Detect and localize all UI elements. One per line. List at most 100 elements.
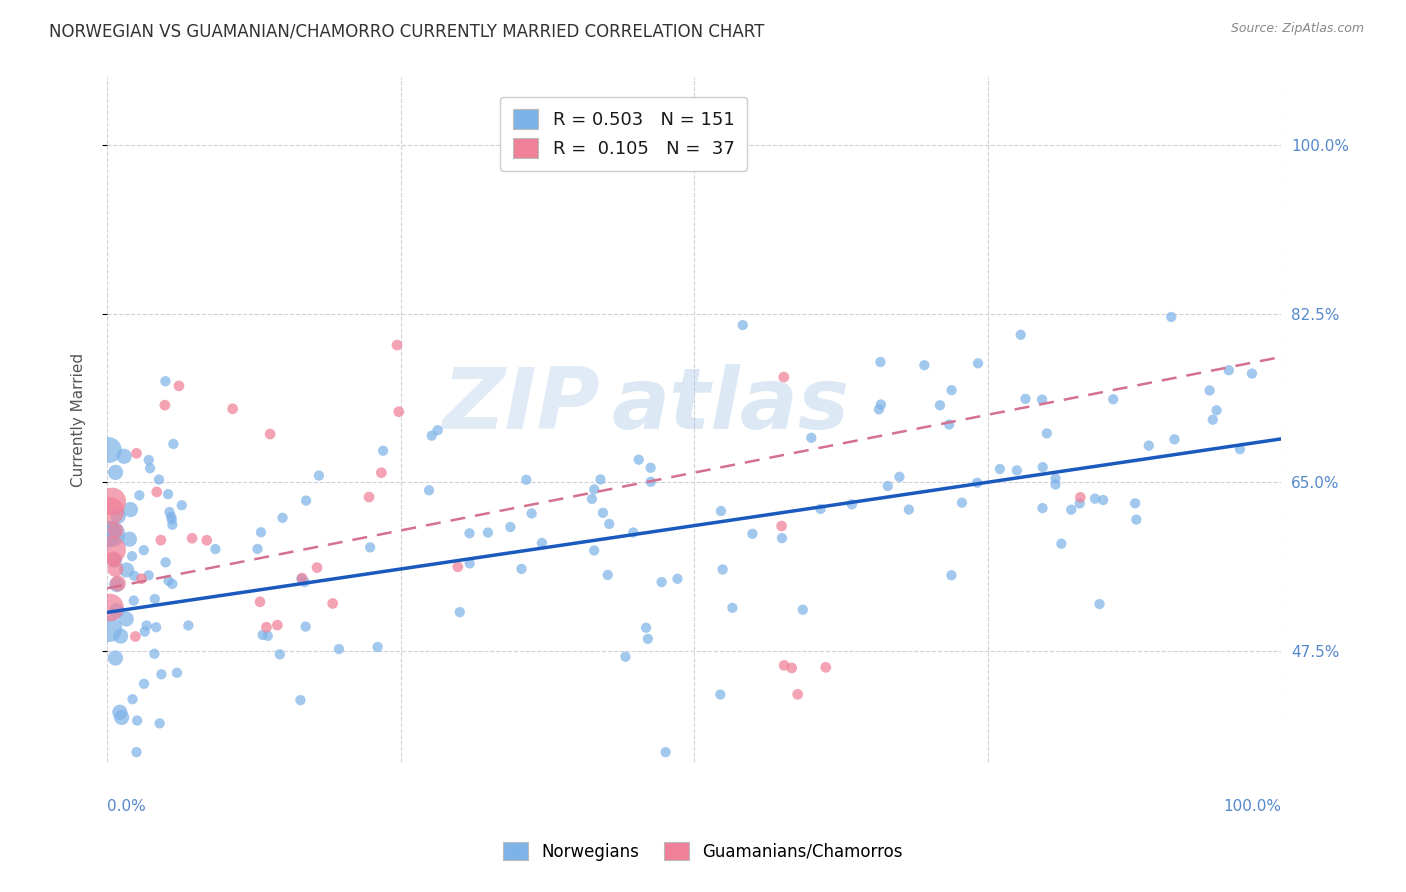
Point xyxy=(104,524,127,538)
Point xyxy=(640,460,662,475)
Point xyxy=(122,593,145,607)
Text: NORWEGIAN VS GUAMANIAN/CHAMORRO CURRENTLY MARRIED CORRELATION CHART: NORWEGIAN VS GUAMANIAN/CHAMORRO CURRENTL… xyxy=(49,22,765,40)
Point xyxy=(145,484,167,499)
Point xyxy=(773,658,796,673)
Point xyxy=(869,355,891,369)
Y-axis label: Currently Married: Currently Married xyxy=(72,352,86,487)
Point xyxy=(294,574,316,589)
Point xyxy=(125,446,148,460)
Point xyxy=(153,398,176,412)
Point xyxy=(104,466,127,480)
Point xyxy=(308,468,330,483)
Point xyxy=(1125,512,1147,526)
Point xyxy=(97,527,120,541)
Point xyxy=(115,612,138,626)
Point xyxy=(800,431,823,445)
Point xyxy=(104,562,127,576)
Point xyxy=(149,533,172,547)
Point xyxy=(121,692,143,706)
Point xyxy=(150,667,173,681)
Point xyxy=(162,517,184,532)
Point xyxy=(420,428,443,442)
Point xyxy=(966,475,988,490)
Point xyxy=(418,483,440,498)
Point xyxy=(636,621,658,635)
Point xyxy=(250,525,273,540)
Point xyxy=(583,543,606,558)
Point xyxy=(357,490,380,504)
Point xyxy=(98,600,121,615)
Point xyxy=(770,519,793,533)
Point xyxy=(145,620,167,634)
Point xyxy=(256,620,278,634)
Point xyxy=(1102,392,1125,407)
Point xyxy=(370,466,392,480)
Point xyxy=(772,370,794,384)
Point xyxy=(592,506,614,520)
Point xyxy=(1014,392,1036,406)
Point xyxy=(614,649,637,664)
Point xyxy=(132,677,155,691)
Point xyxy=(731,318,754,332)
Point xyxy=(1005,463,1028,477)
Point xyxy=(107,576,129,591)
Point xyxy=(510,562,533,576)
Point xyxy=(160,513,183,527)
Point xyxy=(105,604,128,618)
Point xyxy=(157,574,180,588)
Point xyxy=(249,595,271,609)
Point xyxy=(162,437,184,451)
Text: 100.0%: 100.0% xyxy=(1223,799,1281,814)
Point xyxy=(269,648,291,662)
Point xyxy=(97,527,120,541)
Point xyxy=(322,597,344,611)
Point xyxy=(128,488,150,502)
Point xyxy=(385,338,408,352)
Point xyxy=(252,628,274,642)
Point xyxy=(770,531,793,545)
Point xyxy=(132,543,155,558)
Point xyxy=(138,568,160,582)
Point xyxy=(1229,442,1251,457)
Point xyxy=(328,642,350,657)
Point xyxy=(1036,426,1059,441)
Point xyxy=(1032,460,1054,475)
Point xyxy=(912,358,935,372)
Point xyxy=(1202,413,1225,427)
Point xyxy=(583,483,606,497)
Point xyxy=(1069,491,1091,505)
Point xyxy=(290,572,312,586)
Point xyxy=(596,568,619,582)
Point xyxy=(97,443,120,458)
Point xyxy=(1205,403,1227,417)
Point xyxy=(1031,501,1053,516)
Point xyxy=(305,560,328,574)
Point xyxy=(103,552,125,566)
Point xyxy=(1137,439,1160,453)
Point xyxy=(256,629,278,643)
Point xyxy=(170,498,193,512)
Point xyxy=(721,600,744,615)
Point xyxy=(1240,367,1263,381)
Point xyxy=(889,470,911,484)
Point xyxy=(1045,471,1067,485)
Point xyxy=(1069,496,1091,510)
Point xyxy=(1050,536,1073,550)
Point xyxy=(135,618,157,632)
Point xyxy=(814,660,837,674)
Point xyxy=(640,475,662,489)
Point xyxy=(967,356,990,370)
Text: ZIP: ZIP xyxy=(443,365,600,448)
Point xyxy=(711,562,734,576)
Point xyxy=(941,383,963,397)
Point xyxy=(810,502,832,516)
Point xyxy=(149,716,172,731)
Point xyxy=(589,473,612,487)
Point xyxy=(666,572,689,586)
Point xyxy=(637,632,659,646)
Point xyxy=(359,541,381,555)
Point xyxy=(110,710,132,724)
Point xyxy=(1092,493,1115,508)
Point xyxy=(950,496,973,510)
Legend: Norwegians, Guamanians/Chamorros: Norwegians, Guamanians/Chamorros xyxy=(496,836,910,868)
